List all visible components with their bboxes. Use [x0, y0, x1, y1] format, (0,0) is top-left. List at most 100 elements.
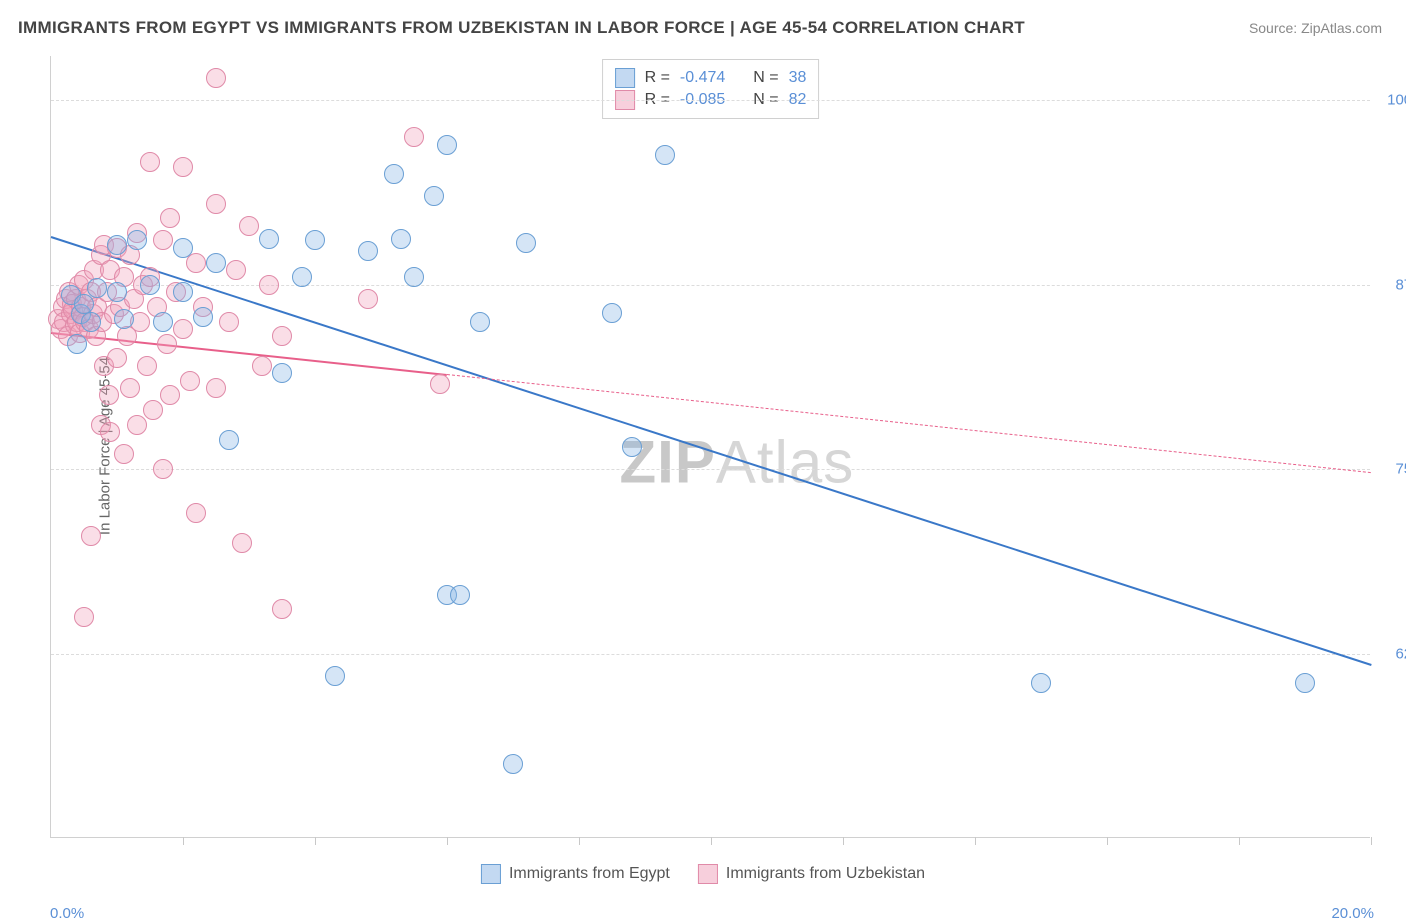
data-point	[424, 186, 444, 206]
data-point	[157, 334, 177, 354]
data-point	[325, 666, 345, 686]
data-point	[305, 230, 325, 250]
data-point	[140, 152, 160, 172]
data-point	[259, 229, 279, 249]
gridline	[51, 285, 1370, 286]
gridline	[51, 100, 1370, 101]
data-point	[516, 233, 536, 253]
data-point	[206, 253, 226, 273]
data-point	[470, 312, 490, 332]
data-point	[226, 260, 246, 280]
y-tick-label: 75.0%	[1378, 461, 1406, 478]
x-tick	[315, 837, 316, 845]
data-point	[450, 585, 470, 605]
data-point	[180, 371, 200, 391]
data-point	[173, 157, 193, 177]
data-point	[140, 275, 160, 295]
x-tick	[183, 837, 184, 845]
data-point	[430, 374, 450, 394]
data-point	[404, 127, 424, 147]
data-point	[120, 378, 140, 398]
data-point	[272, 599, 292, 619]
data-point	[358, 241, 378, 261]
correlation-legend: R = -0.474 N = 38 R = -0.085 N = 82	[602, 59, 820, 119]
data-point	[206, 378, 226, 398]
legend-item-egypt: Immigrants from Egypt	[481, 864, 670, 884]
x-tick	[1107, 837, 1108, 845]
legend-item-uzbekistan: Immigrants from Uzbekistan	[698, 864, 925, 884]
x-tick-label: 20.0%	[1331, 905, 1374, 922]
data-point	[153, 230, 173, 250]
x-tick-label: 0.0%	[50, 905, 84, 922]
data-point	[107, 235, 127, 255]
data-point	[239, 216, 259, 236]
data-point	[219, 312, 239, 332]
data-point	[1031, 673, 1051, 693]
data-point	[160, 385, 180, 405]
data-point	[173, 319, 193, 339]
data-point	[206, 68, 226, 88]
data-point	[219, 430, 239, 450]
data-point	[107, 348, 127, 368]
data-point	[622, 437, 642, 457]
data-point	[272, 326, 292, 346]
data-point	[153, 312, 173, 332]
data-point	[153, 459, 173, 479]
scatter-chart: ZIPAtlas R = -0.474 N = 38 R = -0.085 N …	[50, 56, 1370, 838]
data-point	[100, 422, 120, 442]
gridline	[51, 654, 1370, 655]
data-point	[252, 356, 272, 376]
y-tick-label: 62.5%	[1378, 645, 1406, 662]
x-tick	[1371, 837, 1372, 845]
data-point	[87, 278, 107, 298]
data-point	[186, 503, 206, 523]
chart-title: IMMIGRANTS FROM EGYPT VS IMMIGRANTS FROM…	[18, 18, 1025, 38]
data-point	[99, 385, 119, 405]
legend-row-egypt: R = -0.474 N = 38	[615, 68, 807, 88]
data-point	[206, 194, 226, 214]
data-point	[127, 230, 147, 250]
data-point	[1295, 673, 1315, 693]
data-point	[107, 282, 127, 302]
data-point	[602, 303, 622, 323]
data-point	[292, 267, 312, 287]
legend-n-label: N =	[753, 69, 778, 87]
data-point	[137, 356, 157, 376]
series-legend: Immigrants from Egypt Immigrants from Uz…	[481, 864, 925, 884]
swatch-blue-icon	[615, 68, 635, 88]
data-point	[143, 400, 163, 420]
data-point	[358, 289, 378, 309]
data-point	[503, 754, 523, 774]
data-point	[391, 229, 411, 249]
data-point	[404, 267, 424, 287]
data-point	[272, 363, 292, 383]
x-tick	[975, 837, 976, 845]
legend-series-label: Immigrants from Uzbekistan	[726, 865, 925, 883]
x-tick	[711, 837, 712, 845]
legend-r-value: -0.474	[680, 69, 725, 87]
data-point	[437, 135, 457, 155]
data-point	[193, 307, 213, 327]
data-point	[384, 164, 404, 184]
y-tick-label: 100.0%	[1378, 92, 1406, 109]
swatch-blue-icon	[481, 864, 501, 884]
data-point	[173, 238, 193, 258]
data-point	[173, 282, 193, 302]
data-point	[655, 145, 675, 165]
data-point	[74, 607, 94, 627]
data-point	[81, 526, 101, 546]
x-tick	[843, 837, 844, 845]
swatch-pink-icon	[698, 864, 718, 884]
data-point	[81, 312, 101, 332]
source-label: Source: ZipAtlas.com	[1249, 20, 1382, 36]
data-point	[67, 334, 87, 354]
data-point	[259, 275, 279, 295]
data-point	[114, 309, 134, 329]
legend-series-label: Immigrants from Egypt	[509, 865, 670, 883]
data-point	[160, 208, 180, 228]
data-point	[232, 533, 252, 553]
data-point	[127, 415, 147, 435]
legend-r-label: R =	[645, 69, 670, 87]
x-tick	[579, 837, 580, 845]
regression-line	[447, 374, 1371, 473]
